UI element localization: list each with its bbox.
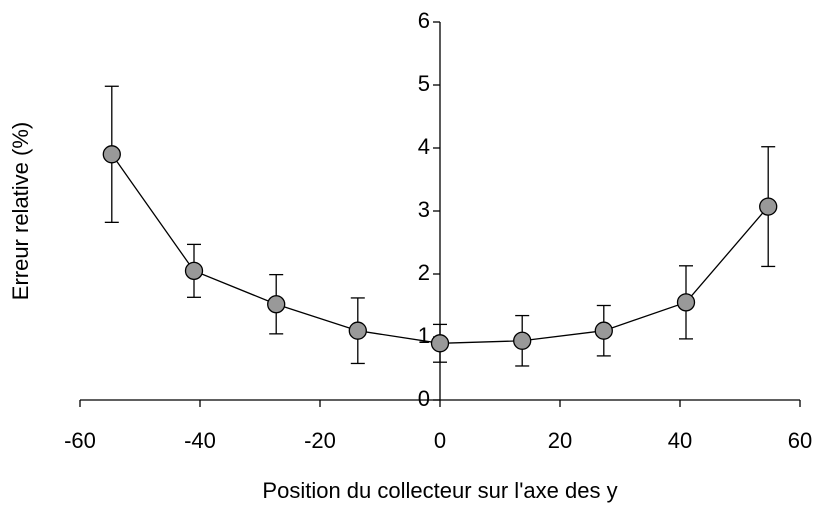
data-point xyxy=(676,293,696,312)
y-tick-label: 1 xyxy=(418,323,430,348)
x-tick-label: 60 xyxy=(788,428,812,453)
data-point xyxy=(513,331,532,350)
y-axis-label: Erreur relative (%) xyxy=(8,122,33,300)
x-tick-label: 40 xyxy=(668,428,692,453)
data-point xyxy=(184,261,204,281)
y-tick-label: 6 xyxy=(418,8,430,33)
x-tick-label: -20 xyxy=(304,428,336,453)
y-tick-label: 0 xyxy=(418,386,430,411)
y-tick-label: 4 xyxy=(418,134,430,159)
data-point xyxy=(102,145,121,164)
y-tick-label: 5 xyxy=(418,71,430,96)
x-tick-label: 0 xyxy=(434,428,446,453)
data-point xyxy=(348,321,367,340)
x-tick-label: -40 xyxy=(184,428,216,453)
x-tick-label: -60 xyxy=(64,428,96,453)
x-axis-label: Position du collecteur sur l'axe des y xyxy=(262,478,617,503)
data-point xyxy=(759,197,778,216)
data-point xyxy=(267,295,286,314)
y-tick-label: 3 xyxy=(418,197,430,222)
data-point xyxy=(594,321,613,340)
data-point xyxy=(430,334,450,353)
x-tick-label: 20 xyxy=(548,428,572,453)
y-tick-label: 2 xyxy=(418,260,430,285)
